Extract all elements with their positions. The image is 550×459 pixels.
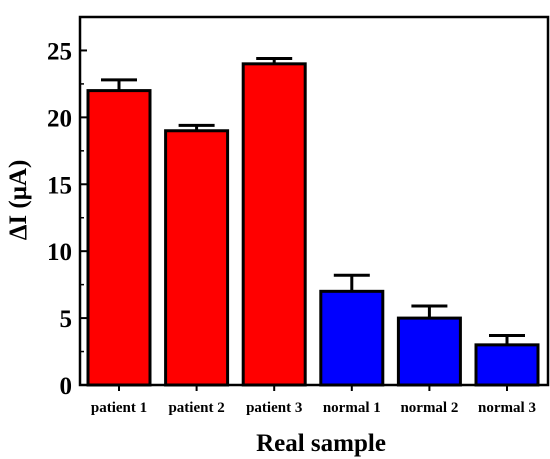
bar	[319, 289, 385, 387]
y-tick-label: 5	[60, 306, 73, 333]
x-tick-label: normal 2	[400, 400, 458, 416]
plot-frame	[78, 15, 550, 387]
bar	[164, 129, 230, 387]
bar	[86, 89, 152, 387]
axes: patient 1 patient 2 patient 3 normal 1 norma…	[47, 15, 550, 416]
bar	[396, 316, 462, 387]
plot-area	[86, 56, 540, 387]
y-axis-title: ΔI (μA)	[5, 160, 32, 241]
axis-labels: Real sample ΔI (μA)	[5, 160, 386, 457]
y-tick-label: 10	[47, 239, 72, 266]
x-tick-label: normal 1	[323, 400, 381, 416]
x-tick-label: normal 3	[478, 400, 536, 416]
x-tick-label: patient 3	[246, 400, 302, 416]
y-tick-label: 15	[47, 172, 72, 199]
x-tick-label: patient 1	[91, 400, 147, 416]
y-tick-label: 20	[47, 105, 72, 132]
x-tick-label: patient 2	[168, 400, 224, 416]
bar	[474, 343, 540, 387]
x-axis-title: Real sample	[256, 430, 386, 457]
y-tick-label: 25	[47, 38, 72, 65]
y-tick-label: 0	[60, 373, 73, 400]
bar	[241, 62, 307, 387]
